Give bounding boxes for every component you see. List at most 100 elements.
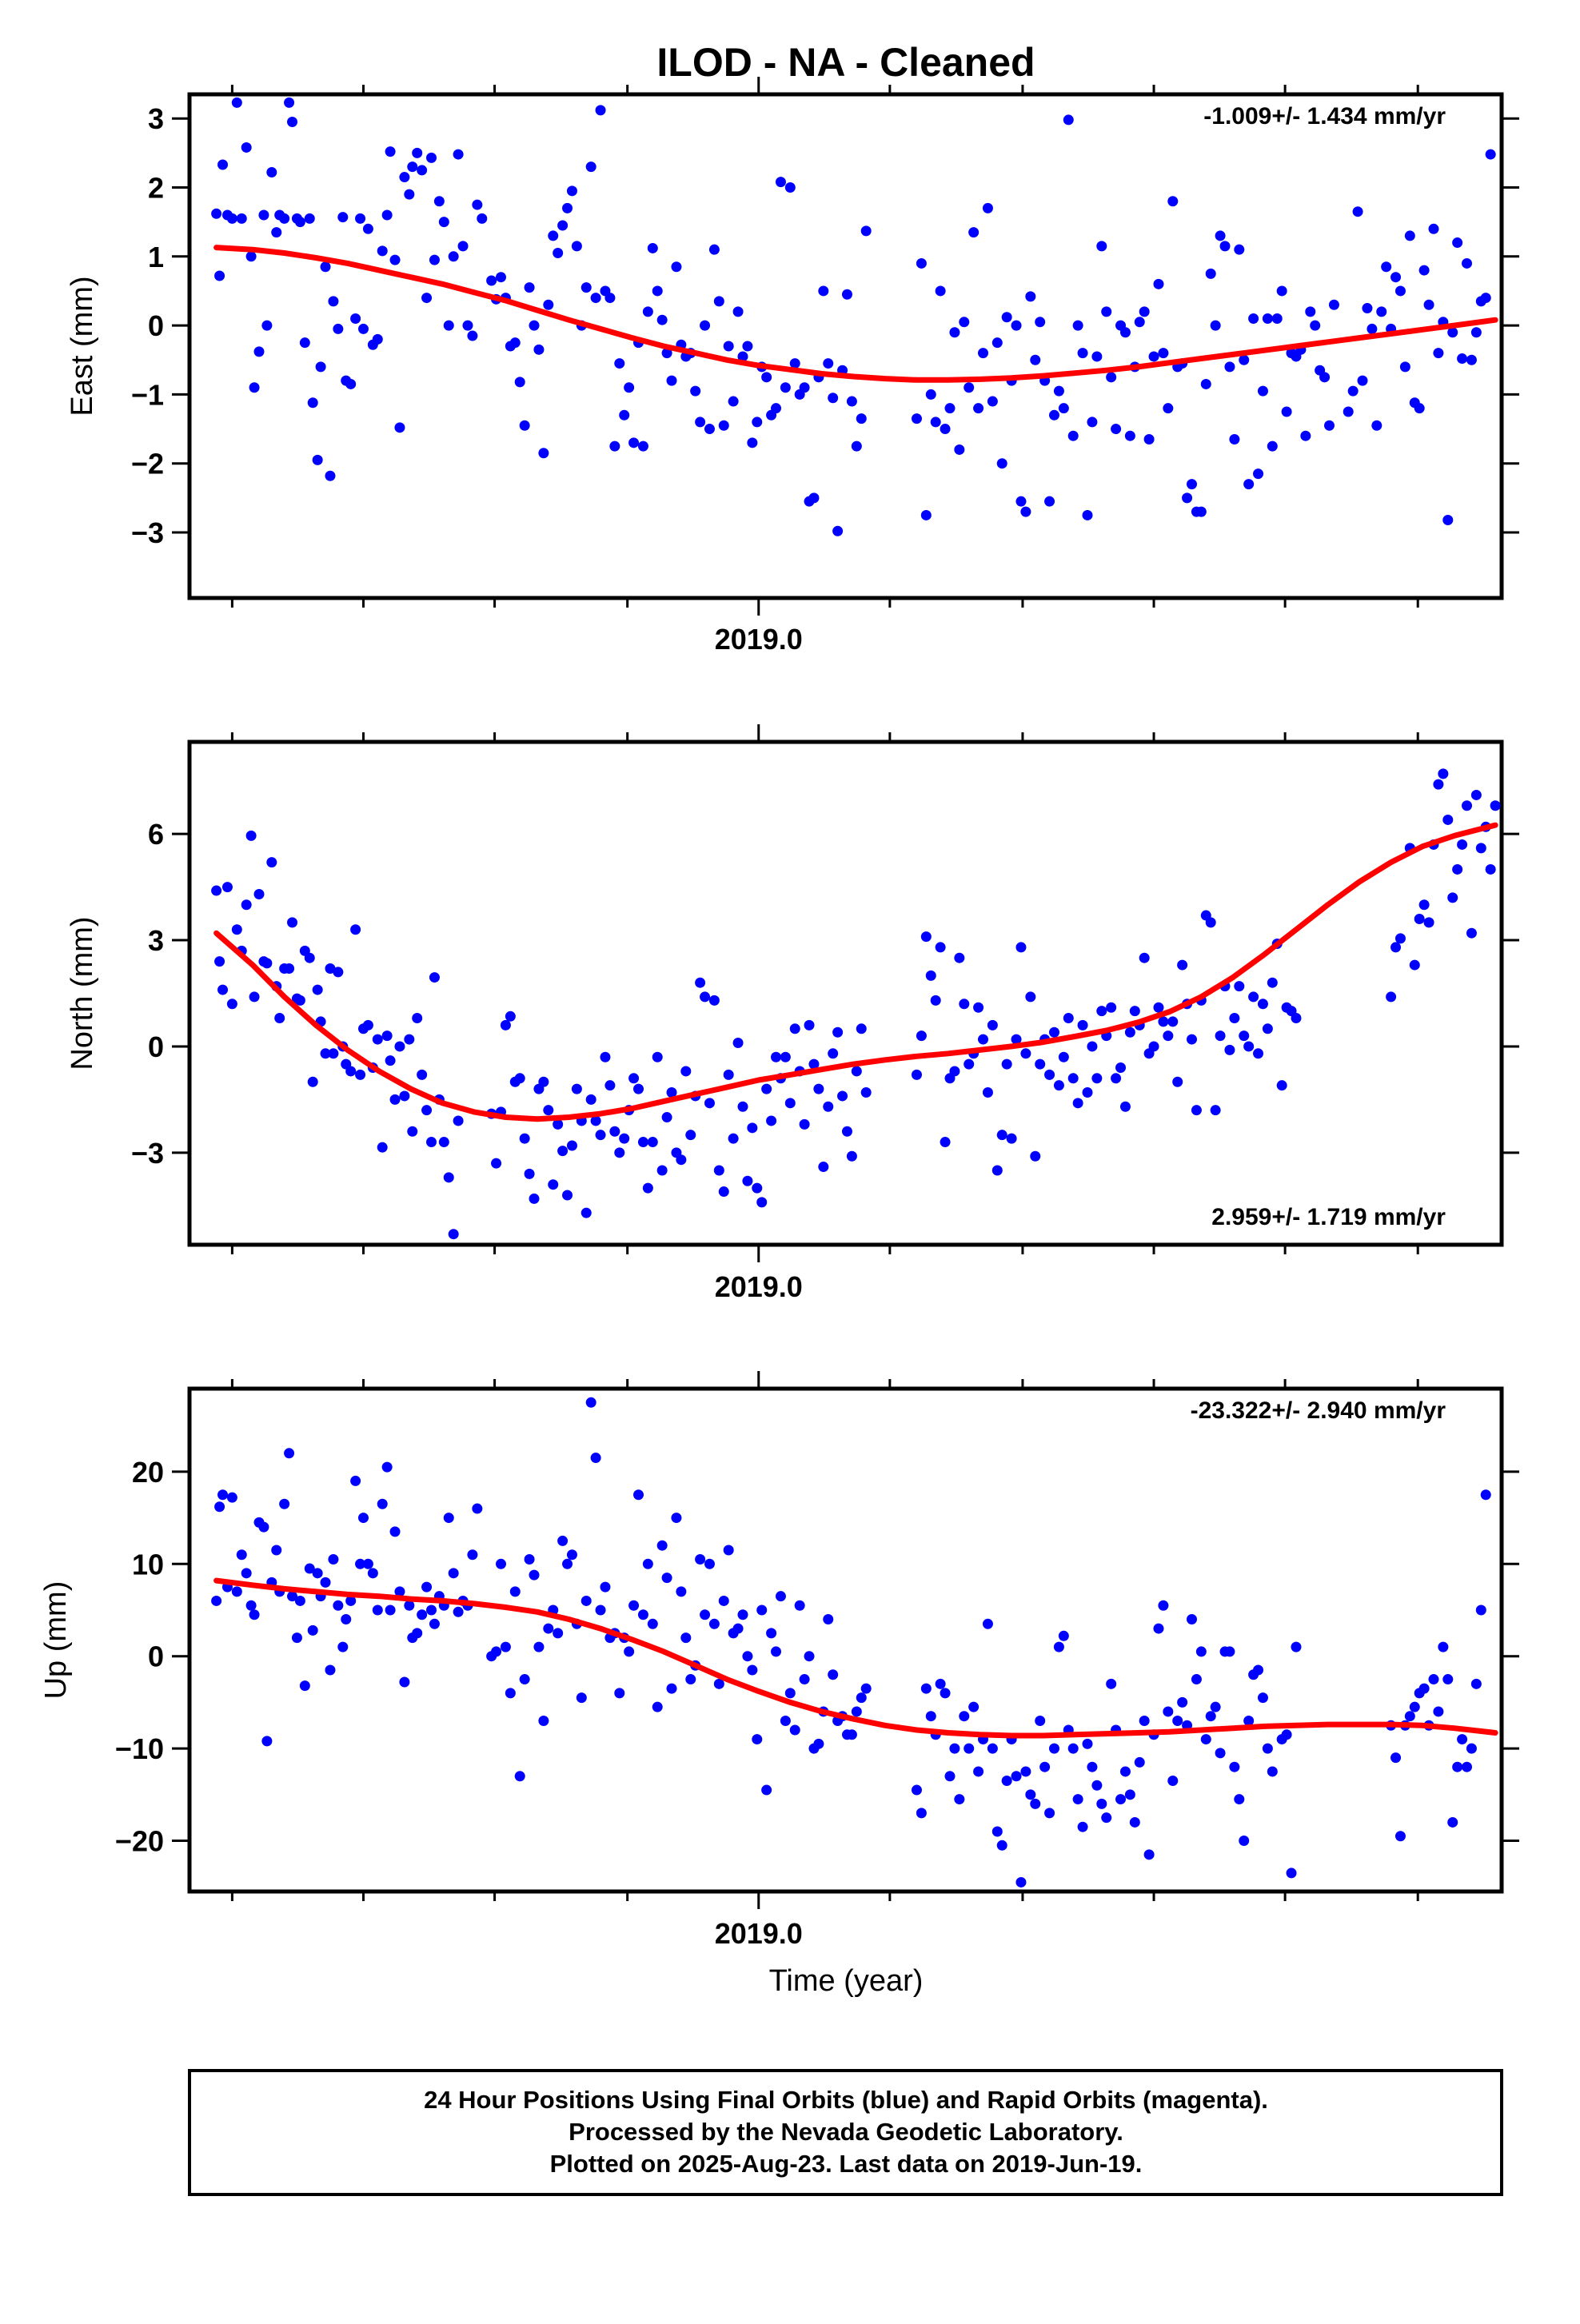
up-data-point bbox=[287, 1591, 298, 1602]
up-data-point bbox=[500, 1641, 511, 1652]
north-data-point bbox=[1186, 1034, 1197, 1045]
east-data-point bbox=[538, 448, 549, 459]
up-data-point bbox=[991, 1826, 1003, 1837]
up-data-point bbox=[328, 1554, 339, 1565]
north-data-point bbox=[1414, 913, 1425, 924]
east-data-point bbox=[1257, 385, 1268, 397]
north-data-point bbox=[628, 1073, 640, 1084]
north-data-point bbox=[846, 1150, 857, 1162]
north-data-point bbox=[274, 1013, 285, 1024]
up-data-point bbox=[1447, 1816, 1458, 1828]
east-data bbox=[211, 97, 1498, 536]
east-data-point bbox=[553, 247, 564, 258]
up-data-point bbox=[1039, 1761, 1051, 1772]
north-data-point bbox=[991, 1165, 1003, 1176]
north-data-point bbox=[412, 1013, 423, 1024]
up-data-point bbox=[949, 1743, 960, 1754]
north-data-point bbox=[1485, 863, 1496, 875]
north-data-point bbox=[614, 1147, 625, 1158]
up-data-point bbox=[1433, 1706, 1444, 1717]
east-data-point bbox=[780, 382, 791, 393]
north-data-point bbox=[548, 1179, 559, 1190]
east-data-point bbox=[628, 437, 640, 448]
up-data-point bbox=[1224, 1646, 1235, 1657]
up-data-point bbox=[916, 1808, 927, 1819]
up-data-point bbox=[333, 1600, 344, 1611]
east-y-tick-label: 1 bbox=[148, 241, 164, 273]
east-data-point bbox=[1119, 327, 1131, 338]
east-panel: 2019.0 3 2 1 0 −1 −2 −3 East (mm) -1.009+/- 1.434… bbox=[66, 77, 1519, 656]
north-data-point bbox=[585, 1094, 596, 1105]
up-data-point bbox=[1167, 1776, 1179, 1787]
east-data-point bbox=[261, 320, 273, 331]
north-data-point bbox=[1466, 927, 1477, 939]
up-data-point bbox=[345, 1595, 357, 1606]
up-data-point bbox=[509, 1586, 521, 1597]
north-data-point bbox=[920, 931, 932, 943]
north-data-point bbox=[217, 984, 229, 995]
north-data-point bbox=[1229, 1013, 1240, 1024]
north-data-point bbox=[1215, 1030, 1226, 1042]
up-data-point bbox=[856, 1692, 867, 1704]
footer-line-3: Plotted on 2025-Aug-23. Last data on 201… bbox=[550, 2150, 1143, 2178]
east-data-point bbox=[320, 261, 331, 273]
north-data-point bbox=[713, 1165, 724, 1176]
north-data-point bbox=[1423, 917, 1434, 928]
north-data-point bbox=[728, 1133, 739, 1144]
up-data-point bbox=[1158, 1600, 1169, 1611]
north-data-point bbox=[737, 1101, 748, 1112]
up-data-point bbox=[1470, 1678, 1482, 1689]
north-data-point bbox=[1106, 1002, 1117, 1013]
up-data-point bbox=[954, 1794, 965, 1805]
up-data-point bbox=[671, 1513, 682, 1524]
east-data-point bbox=[433, 196, 445, 207]
east-data-point bbox=[1328, 299, 1339, 310]
north-data-point bbox=[761, 1083, 772, 1094]
east-data-point bbox=[1153, 278, 1164, 289]
up-data-point bbox=[241, 1568, 252, 1579]
up-data-point bbox=[1048, 1743, 1059, 1754]
up-data-point bbox=[514, 1771, 525, 1782]
up-data-point bbox=[467, 1549, 478, 1561]
up-data-point bbox=[944, 1771, 956, 1782]
east-data-point bbox=[690, 385, 701, 397]
north-data-point bbox=[1210, 1105, 1221, 1116]
up-data-point bbox=[585, 1397, 596, 1408]
up-data-point bbox=[1096, 1798, 1107, 1809]
east-data-point bbox=[1466, 354, 1477, 365]
east-data-point bbox=[377, 245, 388, 257]
east-data-point bbox=[968, 227, 980, 238]
north-data-point bbox=[399, 1090, 410, 1102]
north-data-point bbox=[718, 1186, 729, 1198]
east-data-point bbox=[389, 254, 401, 265]
east-data-point bbox=[543, 299, 554, 310]
north-data-point bbox=[1020, 1048, 1031, 1059]
north-data-point bbox=[1163, 1030, 1174, 1042]
up-data-point bbox=[911, 1784, 922, 1796]
east-y-tick-label: 2 bbox=[148, 172, 164, 205]
north-data-point bbox=[287, 917, 298, 928]
up-y-tick-label: −20 bbox=[115, 1825, 164, 1858]
east-data-point bbox=[1205, 268, 1216, 279]
east-data-point bbox=[637, 440, 648, 452]
up-data-point bbox=[628, 1600, 640, 1611]
up-data-point bbox=[529, 1569, 540, 1581]
up-panel: 2019.0 20 10 0 −10 −20 Up (mm) -23.322+/- 2.940… bbox=[39, 1371, 1519, 1950]
up-data-point bbox=[231, 1586, 242, 1597]
east-data-point bbox=[775, 177, 786, 188]
east-data-point bbox=[808, 492, 820, 504]
up-data-point bbox=[1286, 1868, 1297, 1879]
east-data-point bbox=[700, 320, 711, 331]
up-data-point bbox=[412, 1628, 423, 1639]
east-data-point bbox=[964, 382, 975, 393]
east-data-point bbox=[1101, 306, 1112, 317]
east-data-point bbox=[624, 382, 635, 393]
up-data-point bbox=[453, 1606, 464, 1617]
east-data-point bbox=[987, 396, 998, 407]
north-fit-line bbox=[213, 822, 1498, 1122]
up-data-point bbox=[1163, 1706, 1174, 1717]
east-data-point bbox=[1428, 223, 1439, 234]
figure-title: ILOD - NA - Cleaned bbox=[656, 40, 1035, 85]
east-data-point bbox=[789, 358, 800, 369]
up-data-point bbox=[742, 1651, 753, 1662]
